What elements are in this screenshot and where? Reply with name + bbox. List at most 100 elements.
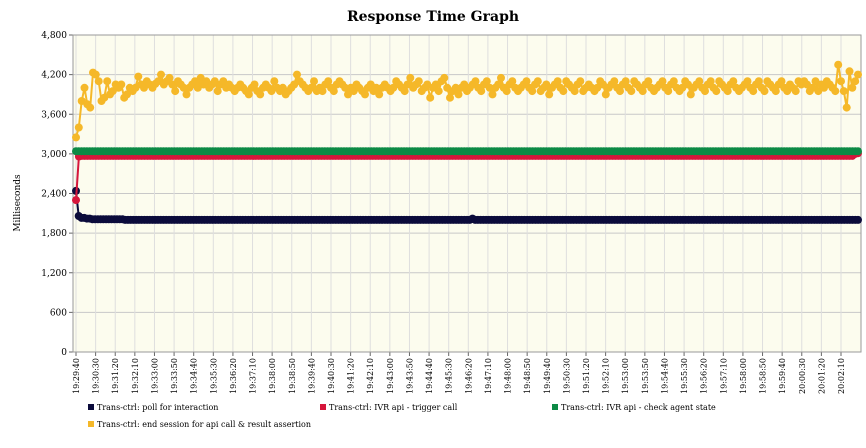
- data-point: [117, 80, 126, 89]
- data-point: [361, 90, 369, 99]
- data-point: [74, 123, 83, 132]
- data-point: [723, 87, 732, 96]
- data-point: [616, 87, 624, 96]
- data-point: [250, 80, 259, 89]
- x-tick-label: 19:37:10: [249, 358, 258, 394]
- legend-swatch: [320, 404, 326, 410]
- data-point: [695, 77, 704, 86]
- x-tick-label: 19:54:40: [660, 358, 669, 394]
- data-point: [837, 77, 845, 86]
- data-point: [414, 77, 423, 86]
- x-tick-label: 19:59:40: [778, 358, 787, 394]
- x-tick-label: 19:46:20: [464, 358, 473, 394]
- data-point: [318, 87, 327, 96]
- x-tick-label: 19:48:00: [504, 358, 513, 394]
- data-point: [72, 196, 80, 205]
- data-point: [341, 83, 350, 92]
- data-point: [644, 77, 653, 86]
- data-point: [485, 83, 494, 92]
- data-point: [157, 70, 165, 79]
- y-tick-label: 4,200: [41, 71, 67, 81]
- x-tick-label: 19:50:30: [562, 358, 571, 394]
- series-group: [72, 60, 862, 142]
- data-point: [658, 77, 667, 86]
- x-tick-label: 19:38:00: [268, 358, 277, 394]
- data-point: [434, 87, 443, 96]
- x-tick-label: 19:32:10: [131, 358, 140, 394]
- data-point: [182, 90, 191, 99]
- data-point: [497, 73, 505, 82]
- plot-area: 0 600 1,200 1,800 2,400 3,000 3,600 4,200 4,800 1…: [41, 31, 862, 394]
- data-point: [851, 77, 860, 86]
- y-tick-label: 2,400: [41, 190, 67, 200]
- y-tick-label: 3,600: [41, 110, 67, 120]
- data-point: [570, 87, 579, 96]
- data-point: [627, 87, 636, 96]
- data-point: [270, 77, 279, 86]
- data-point: [760, 87, 769, 96]
- data-point: [94, 77, 103, 86]
- data-point: [706, 77, 715, 86]
- data-point: [179, 83, 188, 92]
- y-tick-label: 600: [50, 308, 67, 318]
- x-tick-label: 19:55:30: [680, 358, 689, 394]
- data-point: [165, 73, 174, 82]
- x-tick-label: 19:29:40: [72, 358, 81, 394]
- y-axis-label: Milliseconds: [13, 174, 23, 232]
- data-point: [454, 90, 463, 99]
- x-tick-label: 19:35:30: [209, 358, 218, 394]
- y-tick-label: 0: [61, 348, 67, 358]
- x-tick-label: 19:38:50: [288, 358, 297, 394]
- data-point: [533, 77, 542, 86]
- x-tick-label: 19:57:10: [719, 358, 728, 394]
- legend-label: Trans-ctrl: end session for api call & r…: [97, 420, 311, 429]
- x-tick-label: 19:43:50: [405, 358, 414, 394]
- data-point: [553, 77, 562, 86]
- x-tick-label: 19:56:20: [700, 358, 709, 394]
- data-point: [528, 87, 537, 96]
- data-point: [440, 73, 449, 82]
- data-point: [171, 87, 180, 96]
- data-point: [610, 77, 619, 86]
- data-point: [559, 87, 568, 96]
- data-point: [686, 90, 695, 99]
- series-group: [72, 147, 862, 156]
- x-tick-label: 19:41:20: [347, 358, 356, 394]
- data-point: [848, 83, 857, 92]
- x-tick-label: 19:43:00: [386, 358, 395, 394]
- data-point: [86, 103, 95, 112]
- x-tick-label: 19:30:30: [92, 358, 101, 394]
- x-tick-label: 20:01:20: [817, 358, 826, 394]
- legend-label: Trans-ctrl: poll for interaction: [97, 403, 218, 412]
- data-point: [845, 67, 854, 76]
- data-point: [576, 77, 585, 86]
- data-point: [244, 90, 253, 99]
- x-tick-label: 19:48:50: [523, 358, 532, 394]
- legend-label: Trans-ctrl: IVR api - trigger call: [329, 403, 458, 412]
- data-point: [91, 70, 100, 79]
- data-point: [545, 90, 554, 99]
- y-tick-label: 4,800: [41, 31, 67, 41]
- data-point: [329, 87, 338, 96]
- data-point: [839, 87, 848, 96]
- x-tick-label: 19:39:40: [307, 358, 316, 394]
- x-tick-label: 19:40:30: [327, 358, 336, 394]
- data-point: [791, 87, 800, 96]
- x-tick-label: 19:36:20: [229, 358, 238, 394]
- x-tick-label: 19:51:20: [582, 358, 591, 394]
- data-point: [324, 77, 333, 86]
- x-tick-label: 19:33:50: [170, 358, 179, 394]
- x-tick-label: 19:53:00: [621, 358, 630, 394]
- data-point: [372, 83, 381, 92]
- data-point: [771, 87, 780, 96]
- data-point: [831, 87, 840, 96]
- data-point: [854, 215, 862, 224]
- data-point: [488, 90, 497, 99]
- chart-title: Response Time Graph: [347, 9, 519, 25]
- y-tick-label: 3,000: [41, 150, 67, 160]
- data-point: [601, 90, 610, 99]
- y-tick-label: 1,800: [41, 229, 67, 239]
- data-point: [638, 87, 647, 96]
- data-point: [854, 147, 862, 156]
